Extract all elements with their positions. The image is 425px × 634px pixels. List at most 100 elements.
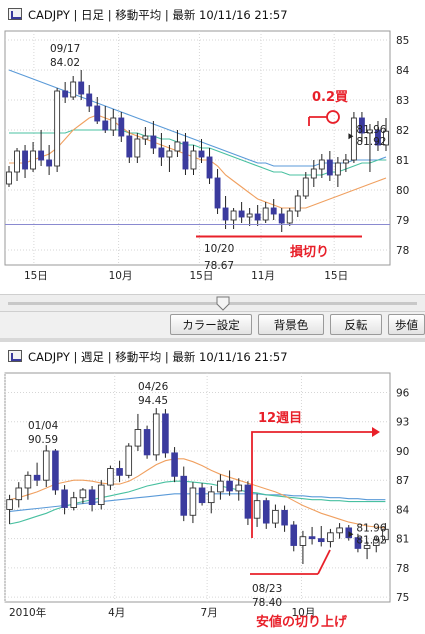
candle-down	[226, 480, 233, 492]
candle-down	[198, 150, 205, 158]
candle-up	[125, 445, 133, 476]
candle-down	[198, 487, 206, 504]
last-price-marker	[348, 531, 354, 538]
candle-down	[38, 150, 45, 161]
last-price-label: 81.96	[356, 124, 386, 136]
candle-down	[46, 159, 53, 167]
candle-down	[171, 452, 178, 477]
candle-down	[61, 489, 68, 508]
candle-up	[70, 497, 78, 508]
candle-down	[126, 135, 133, 158]
y-tick-label: 87	[396, 475, 409, 487]
candle-up	[294, 195, 301, 212]
candle-up	[14, 150, 20, 173]
candle-down	[180, 475, 188, 516]
candle-up	[327, 532, 334, 543]
twelve-week-arrow-head	[372, 427, 380, 437]
twelve-week-annotation: 12週目	[258, 411, 302, 426]
candle-down	[118, 117, 125, 137]
panel-separator	[0, 338, 425, 342]
candle-up	[235, 484, 243, 492]
candle-up	[54, 90, 61, 167]
last-price-marker	[348, 133, 354, 140]
candle-up	[42, 450, 50, 481]
y-tick-label: 81	[396, 534, 409, 546]
candle-up	[134, 138, 141, 158]
y-tick-label: 96	[396, 387, 410, 399]
candle-down	[354, 537, 362, 549]
candle-down	[281, 509, 288, 526]
candle-down	[116, 468, 123, 476]
candle-down	[214, 177, 221, 209]
scrollbar-thumb[interactable]	[216, 295, 230, 311]
candle-up	[97, 484, 105, 506]
daily-chart-panel: CADJPY | 日足 | 移動平均 | 最新 10/11/16 21:57 7…	[0, 0, 425, 294]
candle-down	[102, 120, 109, 131]
candle-down	[143, 429, 151, 456]
candle-down	[52, 450, 59, 491]
candle-down	[78, 81, 85, 95]
x-tick-label: 2010年	[9, 606, 46, 619]
candle-up	[383, 130, 389, 146]
plot-area	[4, 372, 391, 603]
daily-chart-title-bar: CADJPY | 日足 | 移動平均 | 最新 10/11/16 21:57	[0, 0, 425, 28]
candle-down	[94, 105, 101, 122]
candle-down	[182, 141, 189, 170]
candle-up	[310, 168, 317, 179]
candle-up	[262, 207, 269, 221]
candle-down	[278, 213, 285, 224]
last-low-label: 81.92	[356, 136, 386, 148]
candle-down	[222, 207, 229, 221]
candle-up	[246, 213, 253, 218]
candle-up	[190, 150, 197, 170]
moving-average-short	[9, 114, 387, 209]
tick-data-button[interactable]: 歩値	[388, 314, 425, 335]
candle-up	[253, 500, 261, 519]
candle-up	[334, 162, 341, 176]
last-low-label: 81.92	[356, 534, 386, 546]
x-tick-label: 7月	[201, 607, 218, 619]
y-tick-label: 81	[396, 155, 409, 167]
color-settings-button[interactable]: カラー設定	[170, 314, 252, 335]
chart-window-icon	[8, 8, 22, 20]
candle-up	[217, 480, 224, 493]
candle-down	[88, 489, 96, 506]
low-date-label: 10/20	[204, 243, 234, 255]
y-tick-label: 75	[396, 592, 409, 604]
low-value-label: 78.67	[204, 260, 234, 272]
background-color-button[interactable]: 背景色	[258, 314, 324, 335]
weekly-chart-title: CADJPY | 週足 | 移動平均 | 最新 10/11/16 21:57	[28, 350, 288, 364]
daily-candlestick-chart: 78 79 80 81 82 83 84 85 15日 10月 15日 11月 15日 81.9681.9…	[4, 30, 410, 282]
high-value-label: 84.02	[50, 57, 80, 69]
higher-lows-arrow	[317, 549, 331, 575]
x-tick-label: 4月	[108, 607, 125, 619]
candle-up	[230, 210, 237, 221]
candle-down	[206, 156, 213, 179]
invert-button[interactable]: 反転	[330, 314, 382, 335]
candle-up	[318, 159, 325, 170]
x-tick-label: 10月	[292, 607, 316, 619]
low-value-label: 78.40	[252, 597, 282, 609]
candle-up	[372, 539, 380, 546]
candle-down	[62, 90, 69, 98]
y-tick-label: 80	[396, 185, 409, 197]
candle-up	[24, 474, 32, 489]
candle-up	[110, 117, 117, 131]
candle-down	[317, 538, 325, 543]
low-date-label: 08/23	[252, 583, 282, 595]
high-date-label: 09/17	[50, 43, 80, 55]
candle-down	[22, 150, 28, 170]
candle-down	[262, 500, 270, 524]
candle-up	[6, 499, 13, 510]
candle-up	[299, 536, 307, 546]
high-value-label-2: 90.59	[28, 434, 58, 446]
chart-toolbar: カラー設定 背景色 反転 歩値	[0, 312, 425, 339]
x-tick-label: 15日	[189, 270, 213, 282]
chart-scrollbar[interactable]	[0, 294, 425, 312]
x-tick-label: 11月	[251, 270, 275, 282]
candle-up	[6, 171, 12, 185]
y-tick-label: 84	[396, 504, 410, 516]
candle-up	[142, 135, 149, 140]
candle-down	[86, 93, 93, 107]
